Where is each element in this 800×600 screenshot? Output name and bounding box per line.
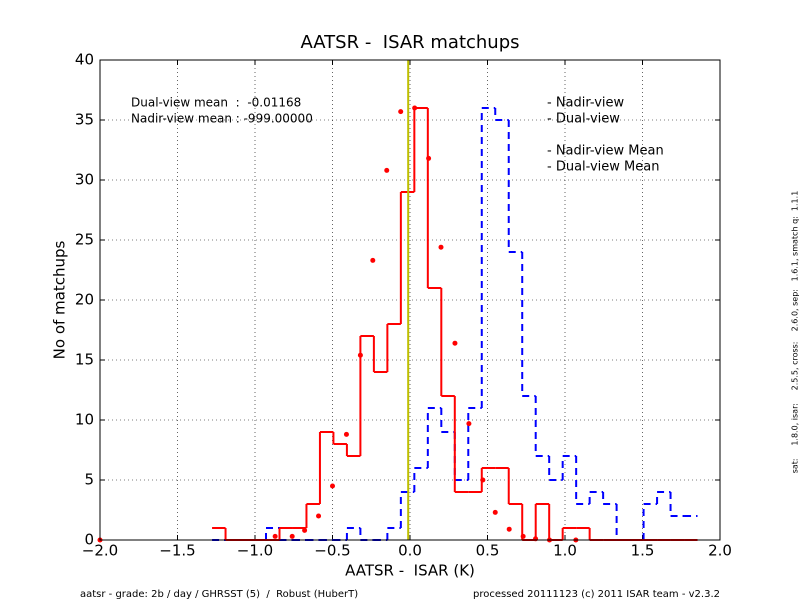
fit-point bbox=[438, 244, 444, 250]
x-tick-label: 1.5 bbox=[631, 542, 655, 560]
y-tick-label: 40 bbox=[75, 51, 94, 69]
plot-frame bbox=[99, 59, 721, 541]
y-tick-label: 30 bbox=[75, 171, 94, 189]
fit-point bbox=[302, 527, 308, 533]
fit-point bbox=[466, 421, 472, 427]
fit-point bbox=[398, 109, 404, 115]
footer-left: aatsr - grade: 2b / day / GHRSST (5) / R… bbox=[80, 589, 358, 600]
fit-point bbox=[452, 340, 458, 346]
y-tick-label: 10 bbox=[75, 411, 94, 429]
chart-title: AATSR - ISAR matchups bbox=[300, 32, 519, 53]
footer-right: processed 20111123 (c) 2011 ISAR team - … bbox=[473, 589, 720, 600]
fit-point bbox=[316, 513, 322, 519]
fit-point bbox=[272, 533, 278, 539]
annotation: Dual-view mean : -0.01168 bbox=[131, 96, 301, 110]
fit-point bbox=[520, 533, 526, 539]
x-tick-label: −1.5 bbox=[159, 542, 195, 560]
fit-point bbox=[426, 155, 432, 161]
y-tick-label: 15 bbox=[75, 351, 94, 369]
y-tick-label: 25 bbox=[75, 231, 94, 249]
annotation: Nadir-view mean : -999.00000 bbox=[131, 112, 313, 126]
fit-point bbox=[343, 431, 349, 437]
fit-point bbox=[357, 352, 363, 358]
x-tick-label: −0.5 bbox=[314, 542, 350, 560]
legend-entry: - Nadir-view Mean bbox=[547, 144, 664, 159]
fit-point bbox=[506, 526, 512, 532]
legend-entry: - Dual-view bbox=[547, 112, 620, 127]
fit-point bbox=[289, 533, 295, 539]
y-tick-label: 20 bbox=[75, 291, 94, 309]
version-note: sat: 1.8.0, isar: 2.5.5, cross: 2.6.0, s… bbox=[791, 191, 800, 474]
y-tick-label: 0 bbox=[84, 531, 94, 549]
x-tick-label: 0.5 bbox=[476, 542, 500, 560]
y-axis-label: No of matchups bbox=[51, 240, 69, 359]
x-tick-label: −1.0 bbox=[237, 542, 273, 560]
x-axis-label: AATSR - ISAR (K) bbox=[345, 562, 475, 580]
x-tick-label: 1.0 bbox=[553, 542, 577, 560]
fit-point bbox=[533, 536, 539, 542]
legend-entry: - Nadir-view bbox=[547, 96, 625, 111]
fit-point bbox=[492, 509, 498, 515]
fit-point bbox=[412, 105, 418, 111]
fit-point bbox=[330, 483, 335, 489]
fit-point bbox=[370, 257, 376, 263]
x-tick-label: −2.0 bbox=[82, 542, 118, 560]
y-tick-label: 35 bbox=[75, 111, 94, 129]
x-tick-label: 2.0 bbox=[708, 542, 732, 560]
fit-point bbox=[384, 167, 390, 173]
y-tick-label: 5 bbox=[84, 471, 94, 489]
x-tick-label: 0.0 bbox=[398, 542, 422, 560]
fit-point bbox=[480, 477, 486, 483]
legend-entry: - Dual-view Mean bbox=[547, 160, 659, 175]
